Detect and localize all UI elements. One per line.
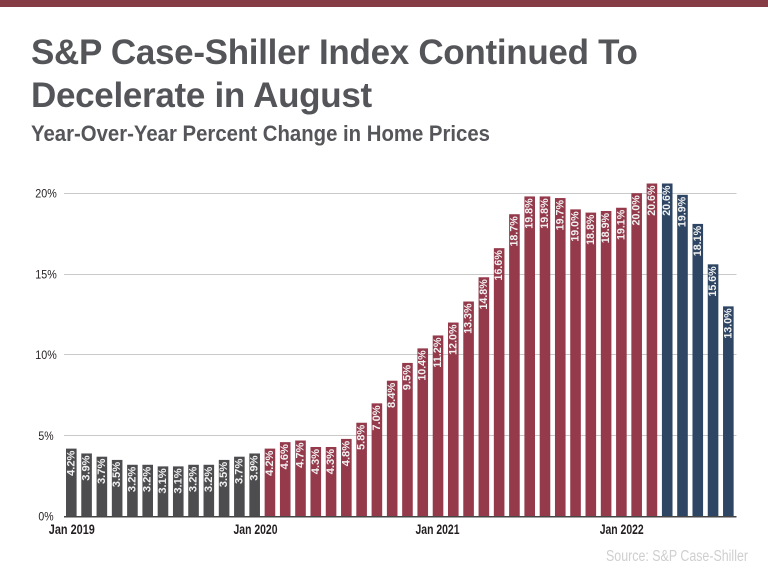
svg-text:0%: 0% [38, 512, 53, 524]
svg-text:8.4%: 8.4% [386, 382, 398, 408]
svg-text:3.7%: 3.7% [233, 458, 245, 484]
svg-text:4.3%: 4.3% [310, 449, 322, 475]
svg-text:10.4%: 10.4% [417, 350, 429, 381]
svg-text:3.1%: 3.1% [157, 468, 169, 494]
svg-text:3.7%: 3.7% [96, 458, 108, 484]
svg-text:19.0%: 19.0% [570, 211, 582, 242]
svg-text:3.2%: 3.2% [126, 467, 138, 493]
svg-text:11.2%: 11.2% [432, 337, 444, 368]
svg-text:18.1%: 18.1% [692, 226, 704, 257]
svg-text:14.8%: 14.8% [478, 279, 490, 310]
svg-text:13.0%: 13.0% [722, 308, 734, 339]
svg-text:16.6%: 16.6% [493, 250, 505, 281]
svg-text:18.7%: 18.7% [508, 216, 520, 247]
svg-text:3.2%: 3.2% [188, 467, 200, 493]
svg-text:3.9%: 3.9% [249, 455, 261, 481]
svg-text:3.1%: 3.1% [172, 468, 184, 494]
svg-text:20.0%: 20.0% [631, 195, 643, 226]
svg-text:4.3%: 4.3% [325, 449, 337, 475]
svg-text:4.8%: 4.8% [340, 441, 352, 467]
svg-text:18.9%: 18.9% [600, 213, 612, 244]
svg-text:19.7%: 19.7% [554, 200, 566, 231]
svg-text:Jan 2019: Jan 2019 [49, 522, 95, 537]
svg-text:19.8%: 19.8% [539, 198, 551, 229]
svg-text:4.6%: 4.6% [279, 444, 291, 470]
svg-text:5%: 5% [38, 431, 53, 443]
svg-text:3.5%: 3.5% [218, 462, 230, 488]
svg-text:4.7%: 4.7% [295, 442, 307, 468]
svg-text:10%: 10% [35, 350, 57, 362]
svg-text:19.8%: 19.8% [524, 198, 536, 229]
svg-text:4.2%: 4.2% [65, 450, 77, 476]
svg-text:18.8%: 18.8% [585, 214, 597, 245]
svg-text:9.5%: 9.5% [401, 365, 413, 391]
svg-text:3.2%: 3.2% [142, 467, 154, 493]
svg-text:20.6%: 20.6% [646, 185, 658, 216]
svg-text:Jan 2020: Jan 2020 [234, 522, 278, 537]
svg-text:13.3%: 13.3% [463, 303, 475, 334]
svg-text:7.0%: 7.0% [371, 405, 383, 431]
svg-text:3.2%: 3.2% [203, 467, 215, 493]
svg-text:4.2%: 4.2% [264, 450, 276, 476]
svg-text:3.9%: 3.9% [81, 455, 93, 481]
svg-text:19.9%: 19.9% [677, 197, 689, 228]
svg-text:20%: 20% [35, 188, 57, 200]
svg-text:12.0%: 12.0% [447, 324, 459, 355]
svg-text:Jan 2022: Jan 2022 [600, 522, 644, 537]
svg-text:5.8%: 5.8% [356, 425, 368, 451]
svg-text:3.5%: 3.5% [111, 462, 123, 488]
svg-text:19.1%: 19.1% [615, 210, 627, 241]
svg-text:Jan 2021: Jan 2021 [416, 522, 460, 537]
svg-text:20.6%: 20.6% [661, 185, 673, 216]
svg-text:15%: 15% [35, 269, 57, 281]
svg-text:15.6%: 15.6% [707, 266, 719, 297]
svg-text:Source: S&P Case-Shiller: Source: S&P Case-Shiller [606, 548, 748, 565]
